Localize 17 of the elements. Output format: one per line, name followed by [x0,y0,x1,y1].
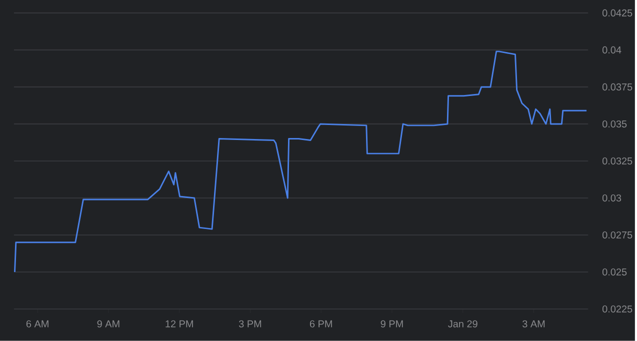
x-tick-label: 12 PM [166,320,193,328]
x-tick-label: 9 PM [380,320,403,328]
x-tick-label: 6 PM [310,320,332,328]
x-tick-label: Jan 29 [448,320,478,328]
y-tick-label: 0.025 [602,268,627,276]
y-tick-label: 0.0375 [602,83,632,91]
y-tick-label: 0.0325 [602,157,632,165]
y-tick-label: 0.03 [602,194,622,202]
x-tick-label: 6 AM [26,320,48,328]
y-tick-label: 0.0425 [602,9,632,17]
x-tick-label: 9 AM [97,320,120,328]
x-tick-label: 3 PM [238,320,262,328]
y-tick-label: 0.04 [602,46,622,54]
x-tick-label: 3 AM [522,320,545,328]
y-tick-label: 0.0275 [602,232,632,239]
y-tick-label: 0.0225 [602,306,632,313]
y-tick-label: 0.035 [602,120,627,128]
